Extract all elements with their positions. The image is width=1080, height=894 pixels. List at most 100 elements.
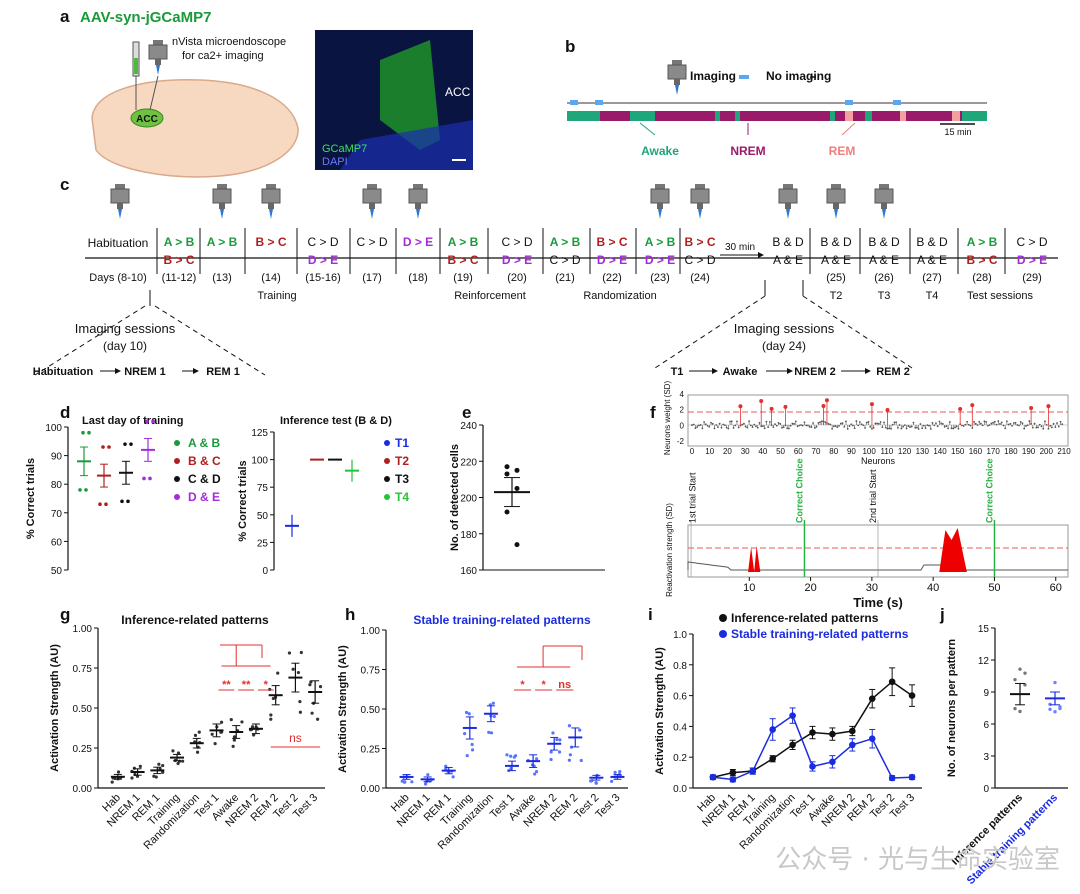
neuron-weight-dot — [755, 425, 757, 428]
neuron-weight-dot — [704, 423, 707, 426]
x-tick-label: 20 — [804, 582, 816, 594]
neuron-weight-dot — [1009, 422, 1012, 425]
data-point — [504, 464, 510, 470]
neuron-weight-dot — [820, 420, 823, 423]
neuron-weight-dot — [860, 423, 863, 426]
neuron-weight-dot — [864, 427, 866, 429]
camera-icon — [408, 184, 428, 219]
neuron-weight-dot — [784, 424, 787, 427]
data-point — [567, 758, 571, 762]
neuron-weight-dot — [843, 425, 846, 428]
neuron-weight-dot — [798, 424, 801, 427]
sig-label: ns — [558, 679, 571, 691]
data-point — [505, 753, 509, 757]
data-point — [1058, 706, 1062, 711]
neuron-weight-dot — [891, 423, 894, 426]
neuron-weight-dot — [1037, 426, 1039, 429]
neuron-weight-dot — [800, 424, 802, 426]
neuron-weight-dot — [841, 422, 844, 425]
neuron-weight-dot — [819, 421, 821, 424]
data-point — [549, 757, 553, 762]
data-point — [567, 724, 572, 728]
member-neuron-dot — [885, 407, 890, 412]
data-point — [318, 685, 323, 689]
data-point — [161, 770, 165, 774]
data-point — [161, 763, 165, 768]
neuron-weight-dot — [744, 425, 747, 428]
neuron-weight-dot — [980, 422, 982, 425]
neuron-weight-dot — [1059, 420, 1062, 423]
session-top-label: B & D — [868, 235, 900, 249]
session-top-label: B & D — [772, 235, 804, 249]
neuron-weight-dot — [832, 425, 835, 428]
y-tick-label: -2 — [677, 437, 685, 446]
session-day-label: (29) — [1022, 272, 1042, 284]
x-tick-label: 60 — [794, 447, 803, 456]
neuron-weight-dot — [699, 424, 702, 426]
neuron-weight-dot — [824, 421, 827, 424]
neuron-weight-dot — [734, 424, 737, 427]
neuron-weight-dot — [855, 420, 858, 422]
neuron-weight-dot — [838, 424, 840, 427]
session-bottom-label: C > D — [684, 253, 715, 267]
neuron-weight-dot — [713, 427, 716, 430]
imaging-left-step: NREM 1 — [124, 366, 166, 378]
data-point — [509, 754, 513, 758]
neuron-weight-dot — [710, 421, 712, 424]
neuron-weight-dot — [896, 426, 899, 429]
neuron-weight-dot — [793, 422, 795, 425]
acc-label: ACC — [136, 114, 158, 125]
data-point — [232, 735, 237, 739]
neuron-weight-dot — [1040, 425, 1043, 428]
y-tick-label: 0.25 — [361, 745, 381, 756]
data-point — [107, 445, 111, 449]
neuron-weight-dot — [935, 422, 937, 424]
legend-marker — [174, 476, 180, 482]
neuron-weight-dot — [986, 424, 989, 427]
imaging-right-step: T1 — [671, 366, 684, 378]
neuron-weight-dot — [727, 427, 730, 430]
x-tick-label: 30 — [741, 447, 750, 456]
neuron-weight-dot — [857, 424, 860, 427]
data-point — [171, 749, 175, 753]
data-point — [84, 488, 88, 492]
x-tick-label: 170 — [986, 447, 1000, 456]
data-point — [138, 764, 142, 768]
watermark: 公众号 · 光与生命实验室 — [775, 845, 1060, 875]
neuron-weight-dot — [1014, 421, 1017, 424]
neuron-weight-dot — [964, 423, 967, 426]
data-point — [888, 678, 896, 686]
data-point — [492, 714, 496, 719]
neuron-weight-dot — [916, 426, 918, 429]
data-point — [888, 774, 896, 782]
x-tick-label: 80 — [829, 447, 838, 456]
neuron-weight-dot — [945, 425, 948, 428]
dapi-signal — [340, 120, 473, 170]
group-label: T2 — [830, 290, 843, 302]
session-day-label: (14) — [261, 272, 281, 284]
session-day-label: (18) — [408, 272, 428, 284]
x-tick-label: 190 — [1022, 447, 1036, 456]
neuron-weight-dot — [777, 422, 780, 424]
arrowhead — [758, 252, 764, 258]
neuron-weight-dot — [905, 427, 908, 430]
neuron-weight-dot — [907, 425, 910, 428]
neuron-weight-dot — [1033, 422, 1036, 425]
imaging-right-sub: (day 24) — [762, 339, 806, 353]
nrem-segment — [740, 111, 830, 121]
data-point — [849, 741, 856, 749]
group-label: T3 — [878, 290, 891, 302]
neuron-weight-dot — [981, 424, 984, 427]
neuron-weight-dot — [943, 425, 946, 428]
neuron-weight-dot — [807, 424, 809, 427]
y-tick-label: 4 — [680, 390, 685, 399]
awake-pointer — [639, 122, 656, 136]
camera-icon — [362, 184, 382, 219]
data-point — [849, 727, 856, 735]
data-point — [463, 732, 467, 736]
panel-label-e: e — [462, 403, 471, 422]
data-point — [487, 730, 491, 734]
j-y-label: No. of neurons per pattern — [946, 639, 958, 777]
neuron-weight-dot — [1023, 427, 1026, 430]
neuron-weight-dot — [1002, 424, 1005, 427]
